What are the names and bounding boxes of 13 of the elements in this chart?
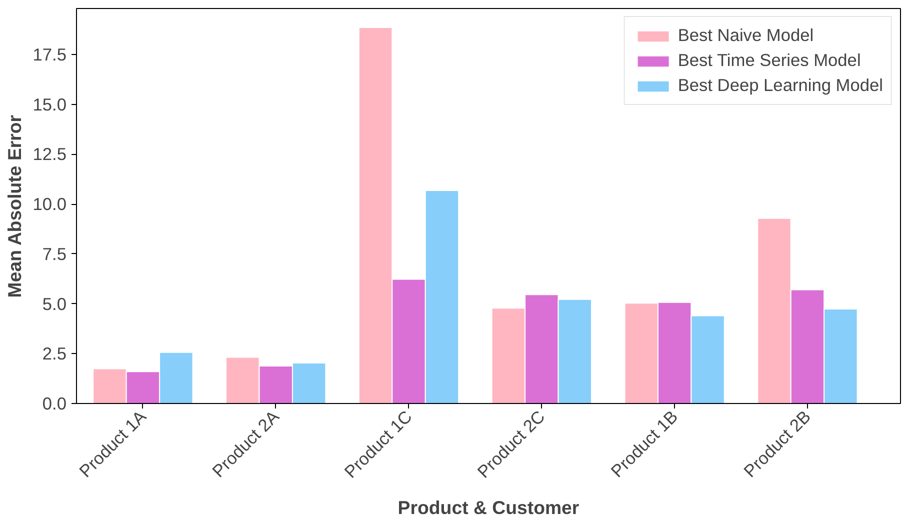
legend-label: Best Naive Model xyxy=(678,25,814,46)
y-tick-label: 12.5 xyxy=(32,144,67,164)
y-tick-label: 10.0 xyxy=(32,194,67,214)
y-axis-title: Mean Absolute Error xyxy=(4,114,25,298)
legend-label: Best Time Series Model xyxy=(678,50,861,71)
y-tick-label: 2.5 xyxy=(42,344,67,364)
x-axis-title: Product & Customer xyxy=(398,496,580,518)
y-tick-label: 17.5 xyxy=(32,44,67,64)
y-tick-label: 5.0 xyxy=(42,294,67,314)
y-tick-label: 15.0 xyxy=(32,94,67,114)
y-tick-label: 7.5 xyxy=(42,244,67,264)
y-tick-label: 0.0 xyxy=(42,394,67,414)
legend-label: Best Deep Learning Model xyxy=(678,75,883,96)
